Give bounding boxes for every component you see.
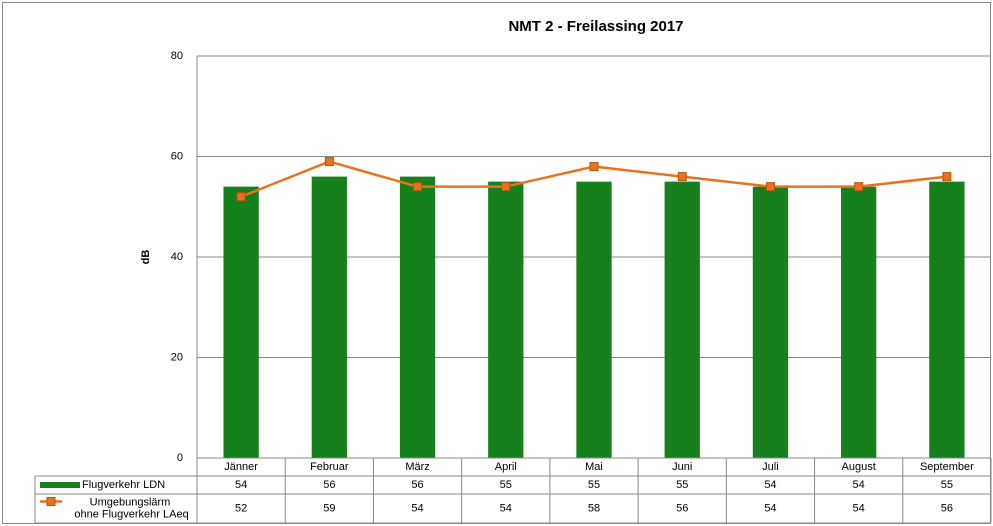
table-value: 56 xyxy=(941,502,953,514)
y-tick-label: 0 xyxy=(177,452,183,464)
table-value: 54 xyxy=(764,479,776,491)
table-value: 55 xyxy=(941,479,953,491)
bar xyxy=(841,186,877,458)
marker xyxy=(413,182,423,192)
legend-label: Umgebungslärm ohne Flugverkehr LAeq xyxy=(71,496,188,520)
chart-title: NMT 2 - Freilassing 2017 xyxy=(508,18,683,35)
bar xyxy=(929,181,965,458)
marker xyxy=(324,157,334,167)
legend-swatch xyxy=(40,482,80,488)
table-value: 54 xyxy=(235,479,247,491)
marker xyxy=(677,172,687,182)
legend-label: Flugverkehr LDN xyxy=(82,479,165,491)
bar xyxy=(664,181,700,458)
table-value: 59 xyxy=(323,502,335,514)
marker xyxy=(854,182,864,192)
x-tick-label: August xyxy=(842,461,876,473)
x-tick-label: Mai xyxy=(585,461,603,473)
table-value: 55 xyxy=(676,479,688,491)
x-tick-label: März xyxy=(405,461,429,473)
table-value: 54 xyxy=(500,502,512,514)
y-tick-label: 60 xyxy=(171,150,183,162)
table-value: 54 xyxy=(411,502,423,514)
bar xyxy=(752,186,789,458)
y-axis-label: dB xyxy=(140,250,152,265)
bar xyxy=(576,181,612,458)
table-value: 54 xyxy=(853,502,865,514)
bar xyxy=(488,181,524,458)
y-tick-label: 80 xyxy=(171,50,183,62)
bar xyxy=(311,176,347,458)
marker xyxy=(589,162,599,172)
table-value: 56 xyxy=(676,502,688,514)
table-value: 52 xyxy=(235,502,247,514)
x-tick-label: September xyxy=(920,461,974,473)
marker xyxy=(942,172,952,182)
table-value: 56 xyxy=(411,479,423,491)
x-tick-label: Jänner xyxy=(224,461,258,473)
table-value: 55 xyxy=(500,479,512,491)
marker xyxy=(765,182,775,192)
marker xyxy=(501,182,511,192)
y-tick-label: 20 xyxy=(171,351,183,363)
y-tick-label: 40 xyxy=(171,251,183,263)
bar xyxy=(223,186,259,458)
x-tick-label: April xyxy=(495,461,517,473)
legend-marker xyxy=(46,497,56,506)
x-tick-label: Juli xyxy=(762,461,779,473)
table-value: 55 xyxy=(588,479,600,491)
marker xyxy=(236,192,246,202)
table-value: 54 xyxy=(853,479,865,491)
table-value: 58 xyxy=(588,502,600,514)
table-value: 56 xyxy=(323,479,335,491)
bar xyxy=(399,176,436,458)
x-tick-label: Juni xyxy=(672,461,692,473)
table-value: 54 xyxy=(764,502,776,514)
x-tick-label: Februar xyxy=(310,461,349,473)
